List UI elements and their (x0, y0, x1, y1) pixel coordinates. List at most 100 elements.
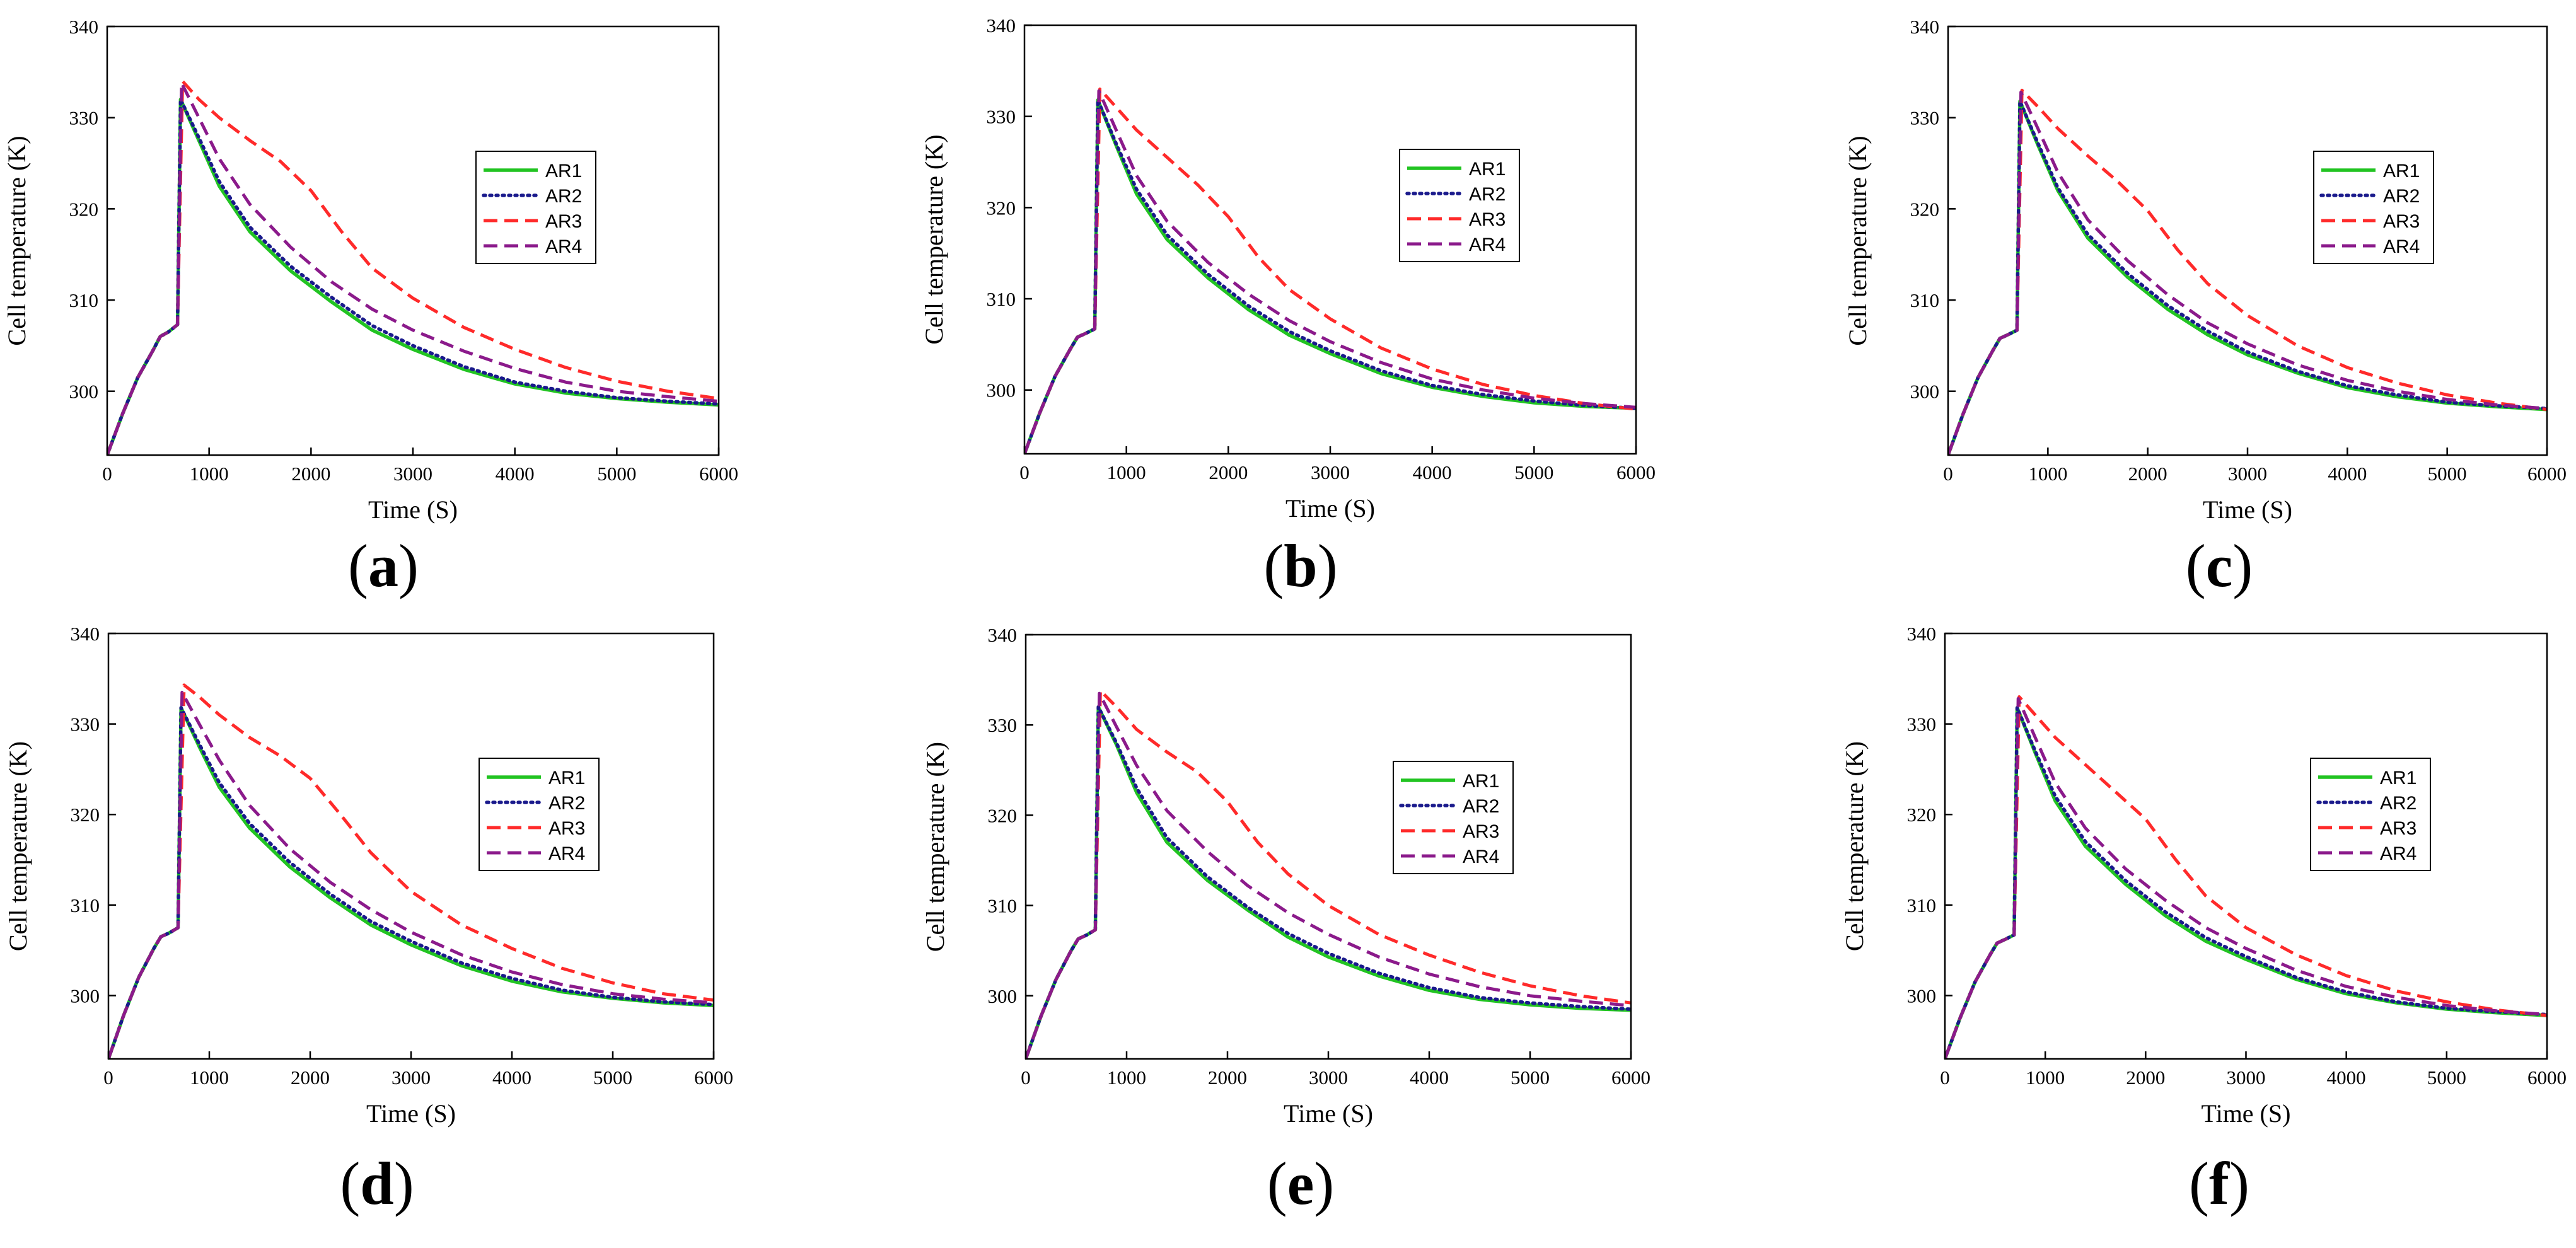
x-axis-title: Time (S) (368, 495, 458, 524)
series-line-ar3 (1948, 88, 2547, 455)
x-tick-label: 1000 (190, 1066, 229, 1089)
chart-panel-f: 0 1000 2000 3000 4000 5000 6000 300 310 320 330 340… (1840, 623, 2567, 1217)
chart-panel-a: 0 1000 2000 3000 4000 5000 6000 300 310 320 330 340… (3, 16, 738, 599)
legend-label-ar2: AR2 (2380, 793, 2416, 814)
legend-label-ar4: AR4 (1463, 846, 1499, 867)
x-axis-title: Time (S) (366, 1099, 456, 1128)
legend-label-ar1: AR1 (2383, 161, 2420, 182)
legend-label-ar3: AR3 (1469, 209, 1506, 230)
y-tick-label: 310 (71, 894, 100, 916)
x-tick-label: 4000 (1413, 461, 1452, 483)
x-tick-label: 0 (1021, 1066, 1031, 1089)
legend-label-ar4: AR4 (545, 236, 582, 257)
y-tick-label: 310 (69, 289, 99, 311)
y-tick-label: 330 (1910, 107, 1940, 129)
legend: AR1 AR2 AR3 AR4 (1393, 761, 1514, 874)
legend-label-ar3: AR3 (2383, 211, 2420, 232)
series-line-ar2 (1945, 706, 2547, 1059)
plot-frame (1947, 25, 2548, 456)
y-tick-label: 300 (1907, 985, 1937, 1007)
x-tick-label: 2000 (291, 463, 330, 485)
series-line-ar4 (1948, 90, 2547, 455)
y-tick-label: 300 (988, 985, 1018, 1007)
series-line-ar4 (1945, 696, 2547, 1059)
series-line-ar1 (108, 706, 714, 1059)
x-tick-label: 2000 (1208, 1066, 1247, 1089)
y-tick-label: 340 (69, 16, 99, 38)
x-tick-label: 4000 (492, 1066, 531, 1089)
y-tick-label: 330 (987, 106, 1016, 128)
y-tick-label: 340 (987, 14, 1016, 37)
series-line-ar1 (107, 97, 719, 455)
legend-label-ar1: AR1 (2380, 768, 2416, 789)
legend-label-ar1: AR1 (548, 768, 585, 789)
panel-label: (e) (1267, 1150, 1335, 1217)
x-tick-label: 3000 (392, 1066, 431, 1089)
x-axis-title: Time (S) (2202, 1099, 2291, 1128)
x-tick-label: 5000 (1511, 1066, 1550, 1089)
x-tick-label: 5000 (593, 1066, 632, 1089)
legend-label-ar1: AR1 (1463, 771, 1499, 792)
y-tick-label: 310 (988, 895, 1018, 917)
y-tick-label: 340 (988, 624, 1018, 646)
x-tick-label: 3000 (393, 463, 432, 485)
x-tick-label: 1000 (2028, 463, 2067, 485)
y-tick-label: 320 (69, 198, 99, 220)
series-line-ar2 (108, 706, 714, 1059)
legend-label-ar2: AR2 (545, 186, 582, 207)
x-tick-label: 0 (1019, 461, 1030, 483)
legend-label-ar4: AR4 (1469, 234, 1506, 255)
legend-label-ar4: AR4 (548, 843, 585, 864)
legend-label-ar3: AR3 (545, 211, 582, 232)
y-tick-label: 300 (69, 381, 99, 403)
series-line-ar1 (1026, 705, 1631, 1059)
x-tick-label: 5000 (597, 463, 636, 485)
y-tick-label: 320 (987, 197, 1016, 219)
panel-label: (f) (2189, 1150, 2249, 1217)
legend-label-ar4: AR4 (2380, 843, 2416, 864)
x-tick-label: 4000 (2328, 463, 2367, 485)
x-axis-title: Time (S) (2203, 495, 2292, 524)
y-axis-title: Cell temperature (K) (4, 741, 32, 951)
series-line-ar4 (107, 81, 719, 455)
y-tick-label: 300 (987, 379, 1016, 402)
x-tick-label: 1000 (1107, 1066, 1146, 1089)
y-tick-label: 330 (69, 107, 99, 129)
y-tick-label: 310 (1910, 289, 1940, 311)
y-tick-label: 320 (988, 804, 1018, 826)
y-tick-label: 340 (1907, 623, 1937, 645)
series-line-ar3 (1026, 689, 1631, 1059)
x-tick-label: 3000 (1309, 1066, 1348, 1089)
y-tick-label: 320 (1907, 804, 1937, 826)
x-tick-label: 3000 (2227, 1066, 2266, 1089)
x-tick-label: 4000 (496, 463, 535, 485)
y-axis-title: Cell temperature (K) (920, 134, 948, 344)
legend-label-ar1: AR1 (545, 161, 582, 182)
plot-frame (1023, 24, 1637, 455)
y-tick-label: 330 (988, 714, 1018, 736)
x-axis-title: Time (S) (1284, 1099, 1373, 1128)
legend: AR1 AR2 AR3 AR4 (1399, 149, 1520, 262)
legend-label-ar2: AR2 (2383, 186, 2420, 207)
y-tick-label: 330 (71, 714, 100, 736)
y-axis-title: Cell temperature (K) (1843, 136, 1872, 345)
series-line-ar3 (1024, 87, 1636, 454)
y-axis-title: Cell temperature (K) (921, 742, 949, 952)
x-tick-label: 2000 (1209, 461, 1248, 483)
series-line-ar2 (107, 97, 719, 455)
x-tick-label: 1000 (1107, 461, 1146, 483)
series-line-ar3 (107, 79, 719, 455)
chart-panel-c: 0 1000 2000 3000 4000 5000 6000 300 310 320 330 340… (1843, 16, 2567, 599)
legend: AR1 AR2 AR3 AR4 (479, 758, 600, 871)
legend-label-ar2: AR2 (1469, 184, 1506, 205)
x-tick-label: 3000 (2228, 463, 2267, 485)
y-tick-label: 340 (1910, 16, 1940, 38)
legend-label-ar3: AR3 (548, 818, 585, 839)
y-tick-label: 310 (987, 288, 1016, 310)
x-tick-label: 0 (1940, 1066, 1950, 1089)
chart-panel-d: 0 1000 2000 3000 4000 5000 6000 300 310 320 330 340… (4, 623, 733, 1217)
x-tick-label: 0 (103, 1066, 113, 1089)
y-tick-label: 320 (1910, 198, 1940, 220)
panel-label: (c) (2186, 532, 2253, 599)
